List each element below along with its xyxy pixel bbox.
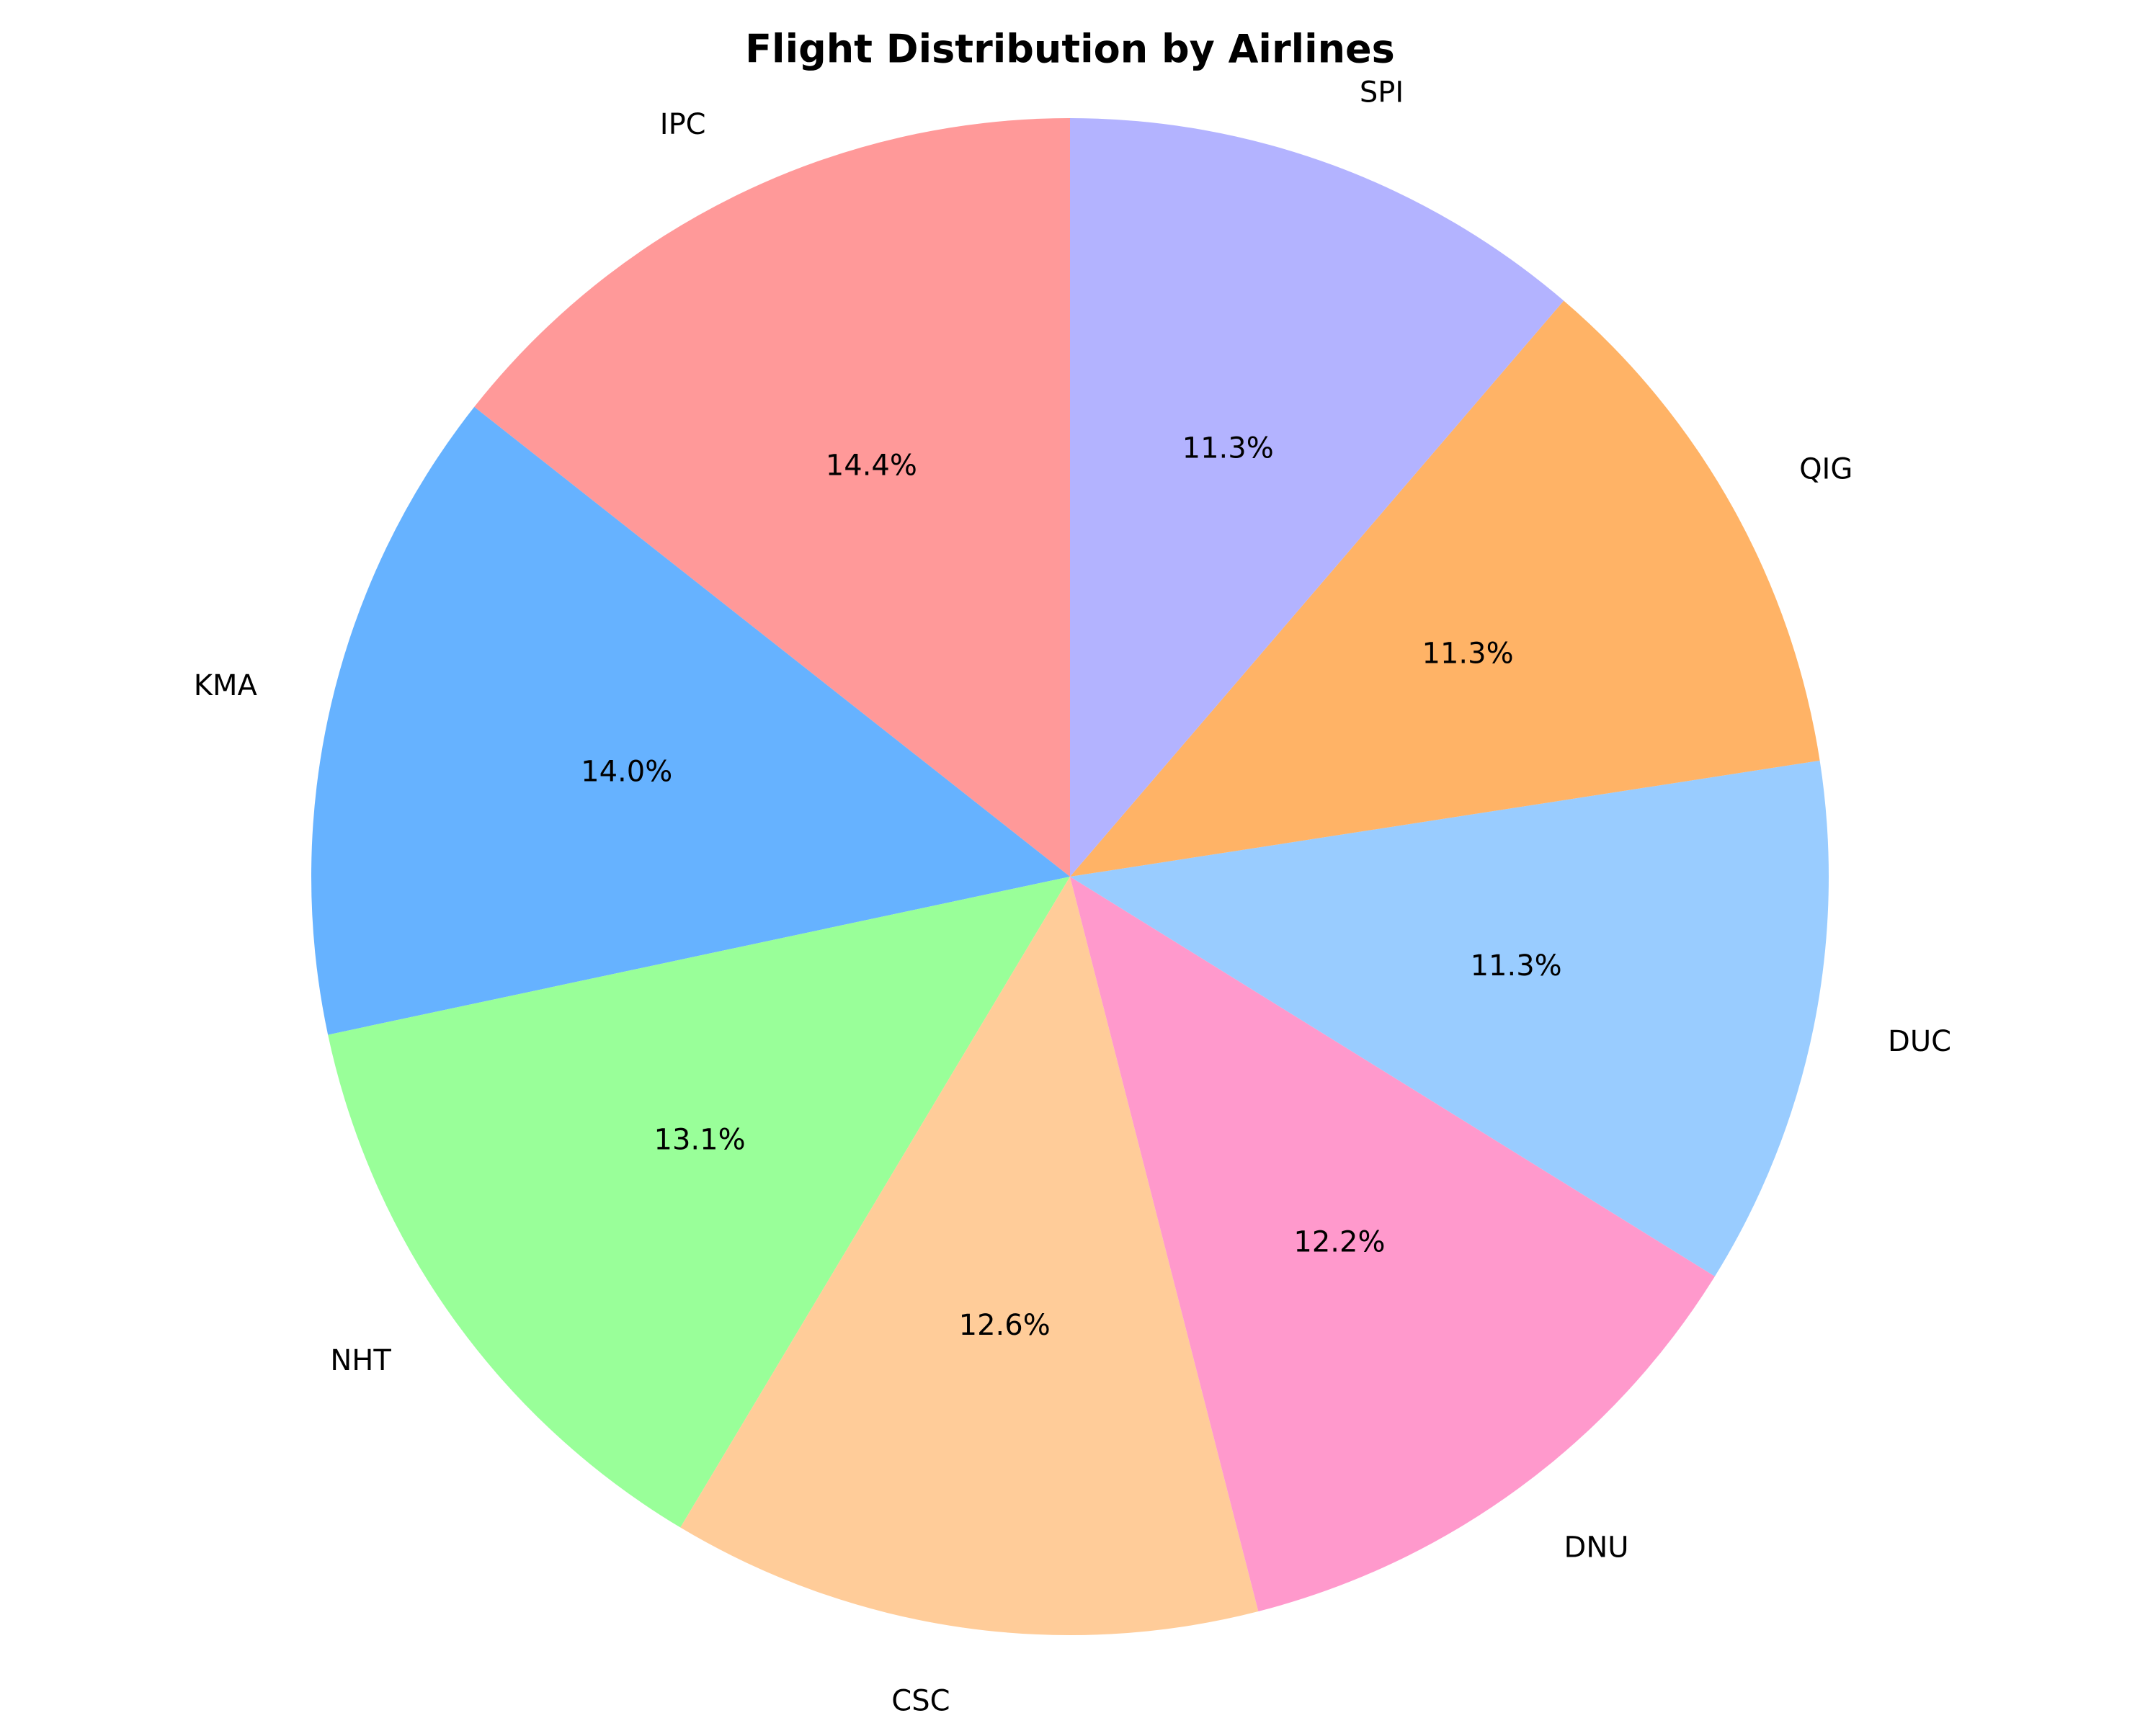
pie-slice-dnu: [1070, 877, 1715, 1612]
slice-label-nht: NHT: [330, 1344, 391, 1377]
pie-slice-spi: [1070, 118, 1564, 877]
pie-slices: [311, 118, 1829, 1636]
slice-percent-ipc: 14.4%: [826, 449, 917, 483]
pie-labels: IPC 14.4% KMA 14.0% NHT 13.1% CSC 12.6% DNU 12.2%…: [194, 76, 1951, 1718]
pie-slice-qig: [1070, 300, 1820, 877]
slice-percent-csc: 12.6%: [959, 1309, 1051, 1342]
pie-slice-kma: [311, 406, 1070, 1035]
slice-percent-kma: 14.0%: [581, 756, 672, 789]
slice-percent-nht: 13.1%: [654, 1124, 746, 1157]
slice-label-csc: CSC: [891, 1684, 950, 1717]
pie-slice-csc: [680, 877, 1259, 1636]
slice-label-kma: KMA: [194, 669, 258, 702]
slice-label-spi: SPI: [1360, 76, 1404, 109]
slice-label-qig: QIG: [1799, 453, 1853, 486]
slice-label-dnu: DNU: [1564, 1531, 1629, 1565]
slice-label-ipc: IPC: [660, 108, 706, 141]
slice-percent-dnu: 12.2%: [1293, 1225, 1385, 1258]
chart-title: Flight Distribution by Airlines: [745, 27, 1395, 72]
pie-slice-nht: [328, 877, 1070, 1528]
slice-label-duc: DUC: [1888, 1025, 1951, 1058]
pie-slice-duc: [1070, 760, 1829, 1276]
slice-percent-duc: 11.3%: [1471, 949, 1562, 983]
slice-percent-spi: 11.3%: [1182, 431, 1274, 465]
pie-slice-ipc: [474, 118, 1070, 877]
slice-percent-qig: 11.3%: [1422, 637, 1514, 671]
